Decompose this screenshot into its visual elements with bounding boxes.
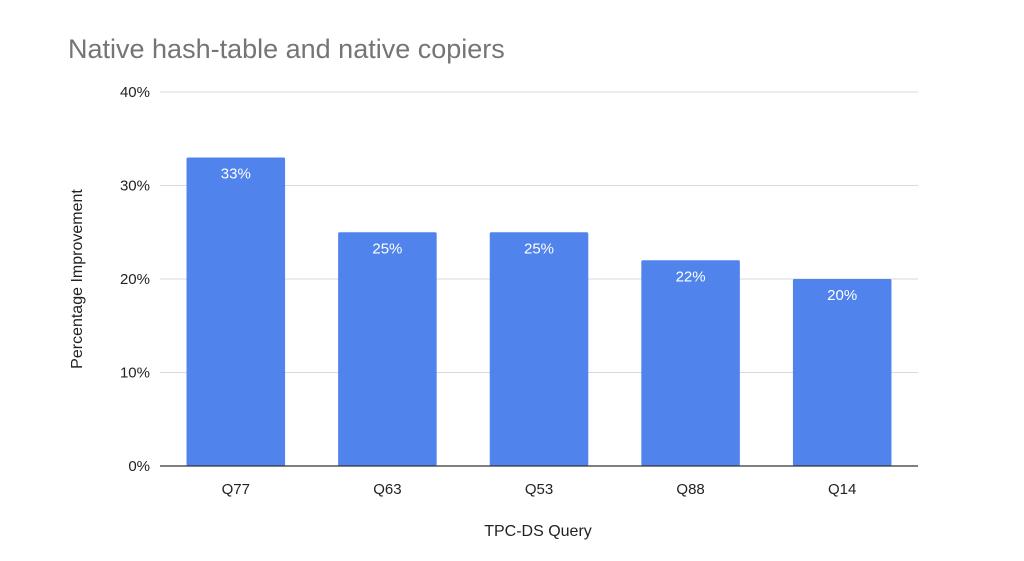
bars <box>186 157 892 466</box>
y-tick-label: 40% <box>120 84 150 101</box>
bar-q14 <box>792 279 892 466</box>
y-axis-title: Percentage Improvement <box>69 189 86 369</box>
y-tick-label: 0% <box>128 458 150 475</box>
x-tick-label: Q53 <box>525 481 553 498</box>
data-label: 25% <box>524 240 554 257</box>
bar-q88 <box>641 260 740 466</box>
data-labels: 33% 25% 25% 22% 20% <box>221 165 857 304</box>
y-axis-ticks: 0% 10% 20% 30% 40% <box>120 84 150 475</box>
x-axis-title: TPC-DS Query <box>484 523 592 540</box>
x-axis-ticks: Q77 Q63 Q53 Q88 Q14 <box>222 481 857 498</box>
x-tick-label: Q77 <box>222 481 250 498</box>
x-tick-label: Q88 <box>676 481 704 498</box>
y-tick-label: 20% <box>120 271 150 288</box>
data-label: 20% <box>827 287 857 304</box>
x-tick-label: Q63 <box>373 481 401 498</box>
y-tick-label: 10% <box>120 365 150 382</box>
y-tick-label: 30% <box>120 178 150 195</box>
x-tick-label: Q14 <box>828 481 856 498</box>
data-label: 33% <box>221 165 251 182</box>
data-label: 25% <box>372 240 402 257</box>
chart-title: Native hash-table and native copiers <box>68 34 505 64</box>
bar-q77 <box>186 157 286 466</box>
bar-q63 <box>338 232 437 466</box>
bar-q53 <box>489 232 589 466</box>
data-label: 22% <box>676 268 706 285</box>
